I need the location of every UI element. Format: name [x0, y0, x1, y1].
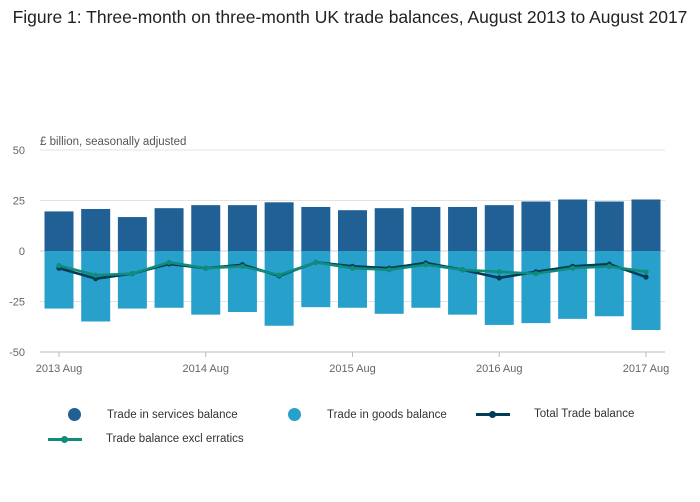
excl-erratics-point [570, 265, 576, 271]
bar-services [338, 210, 367, 251]
y-axis-units-label: £ billion, seasonally adjusted [40, 136, 187, 148]
bar-goods [448, 251, 478, 315]
excl-erratics-point [349, 265, 356, 271]
excl-erratics-point [533, 271, 539, 277]
bar-goods [374, 251, 404, 314]
bar-services [484, 205, 514, 251]
legend-swatch-total [476, 410, 510, 418]
bar-services [521, 201, 551, 251]
bar-services [631, 199, 661, 251]
chart-title: Figure 1: Three-month on three-month UK … [12, 7, 688, 27]
total-trade-point [496, 275, 502, 281]
excl-erratics-point [313, 259, 319, 265]
bar-goods [154, 251, 184, 308]
bar-services [44, 211, 74, 251]
bar-services [558, 199, 588, 251]
y-tick-label: 0 [19, 246, 25, 258]
excl-erratics-point [56, 262, 62, 269]
y-tick-label: 50 [13, 145, 25, 157]
bar-services [154, 208, 184, 251]
bar-services [448, 206, 478, 251]
excl-erratics-point [496, 269, 502, 275]
bar-goods [44, 251, 74, 309]
excl-erratics-point [643, 269, 649, 275]
excl-erratics-point [93, 272, 99, 278]
bar-goods [301, 251, 331, 308]
bar-goods [227, 251, 257, 313]
bar-goods [81, 251, 111, 322]
excl-erratics-point [386, 267, 392, 273]
chart-legend: Trade in services balance Trade in goods… [0, 402, 700, 462]
bar-goods [631, 251, 661, 330]
bar-goods [264, 251, 294, 326]
bar-services [301, 206, 331, 251]
bar-goods [338, 251, 367, 308]
bar-services [117, 217, 147, 251]
legend-swatch-excl [48, 435, 82, 443]
legend-label-goods: Trade in goods balance [327, 408, 447, 421]
excl-erratics-point [129, 271, 135, 277]
legend-swatch-services [68, 408, 81, 421]
legend-item-goods[interactable]: Trade in goods balance [288, 408, 447, 421]
y-tick-label: 25 [13, 196, 25, 208]
excl-erratics-point [276, 272, 282, 278]
bar-services [374, 208, 404, 251]
excl-erratics-point [423, 262, 429, 268]
excl-erratics-point [459, 267, 466, 273]
legend-item-services[interactable]: Trade in services balance [68, 408, 238, 421]
bar-services [594, 201, 624, 251]
trade-balance-chart: 50 25 0 -25 -50 2013 Aug 2014 Aug 2015 Aug 2016 … [9, 145, 670, 375]
legend-swatch-goods [288, 408, 301, 421]
y-tick-label: -25 [9, 297, 25, 309]
bar-goods [558, 251, 588, 319]
excl-erratics-point [203, 265, 209, 271]
legend-label-services: Trade in services balance [107, 408, 238, 421]
bar-goods [594, 251, 624, 317]
legend-item-total[interactable]: Total Trade balance [476, 408, 634, 420]
bar-goods [117, 251, 147, 309]
bar-services [191, 205, 221, 251]
bar-goods [484, 251, 514, 325]
x-tick-label: 2017 Aug [623, 363, 670, 375]
excl-erratics-point [239, 263, 246, 269]
legend-label-total: Total Trade balance [534, 408, 635, 420]
bar-services [264, 202, 294, 251]
bar-goods [521, 251, 551, 324]
x-tick-label: 2013 Aug [36, 363, 83, 375]
y-tick-label: -50 [9, 347, 25, 359]
x-tick-label: 2014 Aug [183, 363, 230, 375]
bar-goods [411, 251, 441, 308]
excl-erratics-point [606, 263, 612, 269]
total-trade-point [643, 274, 649, 280]
bar-services [227, 205, 257, 251]
excl-erratics-point [166, 259, 172, 265]
legend-item-excl[interactable]: Trade balance excl erratics [48, 433, 244, 445]
x-tick-label: 2016 Aug [476, 363, 523, 375]
bar-goods [191, 251, 221, 315]
x-tick-label: 2015 Aug [329, 363, 376, 375]
legend-label-excl: Trade balance excl erratics [106, 433, 244, 445]
bar-services [81, 208, 111, 251]
bar-services [411, 206, 441, 251]
